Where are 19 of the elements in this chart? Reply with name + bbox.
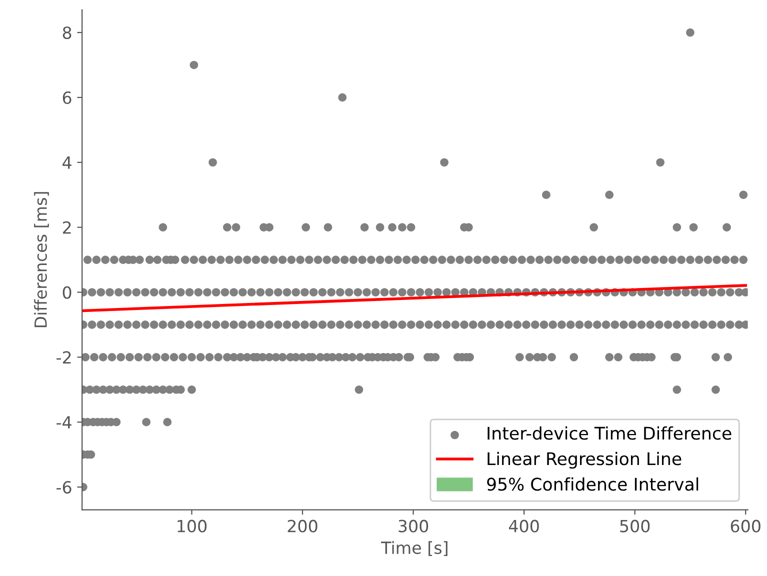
x-tick-label: 300	[398, 520, 428, 532]
x-tick-label: 600	[730, 520, 760, 532]
y-tick-label: -2	[56, 351, 71, 364]
y-tick-label: 4	[62, 156, 72, 169]
x-tick-label: 500	[620, 520, 650, 532]
legend-label: 95% Confidence Interval	[487, 477, 698, 491]
x-tick-label: 200	[288, 520, 318, 532]
y-tick-label: 0	[62, 286, 72, 299]
y-tick-label: 8	[62, 26, 72, 40]
x-tick-label: 400	[508, 520, 539, 532]
y-tick-label: 2	[62, 221, 71, 234]
y-axis-title: Differences [ms]	[34, 192, 49, 328]
y-tick-label: -6	[56, 480, 72, 494]
x-tick-label: 100	[178, 520, 207, 532]
legend-label: Linear Regression Line	[488, 452, 682, 469]
y-tick-label: 6	[62, 91, 72, 104]
legend-label: Inter-device Time Difference	[488, 426, 732, 440]
y-tick-label: -4	[56, 416, 72, 428]
x-axis-title: Time [s]	[381, 541, 448, 556]
